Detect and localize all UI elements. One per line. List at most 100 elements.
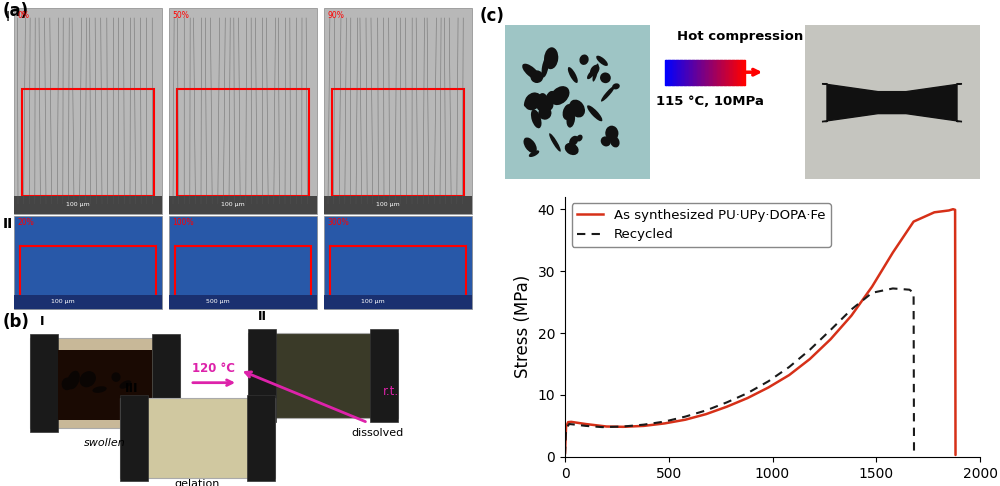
Text: 300%: 300% <box>327 218 349 227</box>
Text: 20%: 20% <box>17 218 34 227</box>
Ellipse shape <box>569 136 578 146</box>
Bar <box>58 350 152 420</box>
Ellipse shape <box>592 64 599 82</box>
Bar <box>14 196 162 214</box>
Bar <box>324 8 472 214</box>
Ellipse shape <box>529 150 539 157</box>
Text: 100 μm: 100 μm <box>376 202 400 208</box>
Ellipse shape <box>566 111 575 128</box>
Text: dissolved: dissolved <box>352 428 404 438</box>
Text: I: I <box>6 10 10 24</box>
Ellipse shape <box>536 93 548 111</box>
Bar <box>169 196 317 214</box>
Bar <box>169 295 317 309</box>
Ellipse shape <box>576 135 583 141</box>
Text: swollen: swollen <box>84 438 126 448</box>
Bar <box>370 329 398 422</box>
Bar <box>324 216 472 309</box>
Ellipse shape <box>605 126 618 141</box>
Ellipse shape <box>601 137 611 146</box>
Ellipse shape <box>523 138 537 153</box>
Bar <box>505 25 650 179</box>
Bar <box>120 398 275 478</box>
Text: II: II <box>258 310 267 323</box>
Text: 120 °C: 120 °C <box>192 362 236 375</box>
Bar <box>20 246 156 296</box>
Ellipse shape <box>119 380 131 389</box>
Legend: As synthesized PU·UPy·DOPA·Fe, Recycled: As synthesized PU·UPy·DOPA·Fe, Recycled <box>572 204 831 246</box>
Text: (c): (c) <box>480 7 505 25</box>
Bar <box>22 89 154 196</box>
Ellipse shape <box>596 56 608 66</box>
Text: 100 μm: 100 μm <box>66 202 90 208</box>
Bar <box>14 216 162 309</box>
Bar <box>247 395 275 481</box>
Bar <box>120 395 148 481</box>
Ellipse shape <box>524 92 542 110</box>
Text: 100 μm: 100 μm <box>361 299 385 304</box>
Bar <box>324 196 472 214</box>
Ellipse shape <box>563 104 573 120</box>
Ellipse shape <box>600 72 611 83</box>
Bar <box>330 246 466 296</box>
Ellipse shape <box>610 136 620 147</box>
Ellipse shape <box>538 106 551 120</box>
Ellipse shape <box>590 65 599 76</box>
Ellipse shape <box>568 67 578 83</box>
Bar <box>248 329 276 422</box>
Ellipse shape <box>575 102 582 107</box>
Ellipse shape <box>550 86 569 105</box>
Text: r.t.: r.t. <box>383 385 399 398</box>
Text: 0%: 0% <box>17 11 29 20</box>
Ellipse shape <box>612 83 620 89</box>
Ellipse shape <box>587 105 602 122</box>
Text: 100 μm: 100 μm <box>51 299 75 304</box>
Text: Hot compression: Hot compression <box>677 30 803 43</box>
Text: 50%: 50% <box>172 11 189 20</box>
Bar <box>175 246 311 296</box>
Ellipse shape <box>546 91 555 104</box>
Ellipse shape <box>524 97 540 107</box>
Bar <box>332 89 464 196</box>
Text: (a): (a) <box>3 2 29 20</box>
Ellipse shape <box>569 100 585 118</box>
Ellipse shape <box>549 133 561 152</box>
Text: I: I <box>40 314 44 328</box>
Bar <box>169 8 317 214</box>
Ellipse shape <box>522 64 540 80</box>
Ellipse shape <box>542 56 549 78</box>
Ellipse shape <box>579 54 589 65</box>
Y-axis label: Stress (MPa): Stress (MPa) <box>514 275 532 379</box>
Ellipse shape <box>111 372 121 382</box>
Text: gelation: gelation <box>175 479 220 486</box>
Bar <box>152 334 180 432</box>
Bar <box>324 295 472 309</box>
Bar <box>177 89 309 196</box>
Bar <box>248 333 398 417</box>
Bar <box>14 295 162 309</box>
Ellipse shape <box>62 378 73 390</box>
Text: 90%: 90% <box>327 11 344 20</box>
Text: 100 μm: 100 μm <box>221 202 245 208</box>
Ellipse shape <box>92 386 107 393</box>
Text: 115 °C, 10MPa: 115 °C, 10MPa <box>656 95 764 107</box>
Ellipse shape <box>587 69 595 79</box>
Ellipse shape <box>530 70 543 83</box>
Text: III: III <box>125 382 138 395</box>
Text: 500 μm: 500 μm <box>206 299 230 304</box>
Ellipse shape <box>565 143 579 155</box>
Bar <box>169 216 317 309</box>
Ellipse shape <box>531 109 542 128</box>
Ellipse shape <box>544 47 558 69</box>
Ellipse shape <box>601 86 615 102</box>
Text: II: II <box>3 217 13 231</box>
Ellipse shape <box>80 371 96 387</box>
Bar <box>30 334 58 432</box>
Polygon shape <box>822 84 962 122</box>
Bar <box>14 8 162 214</box>
Bar <box>805 25 980 179</box>
Text: (b): (b) <box>3 313 30 331</box>
Ellipse shape <box>543 100 553 111</box>
Text: 100%: 100% <box>172 218 194 227</box>
Bar <box>30 338 180 428</box>
